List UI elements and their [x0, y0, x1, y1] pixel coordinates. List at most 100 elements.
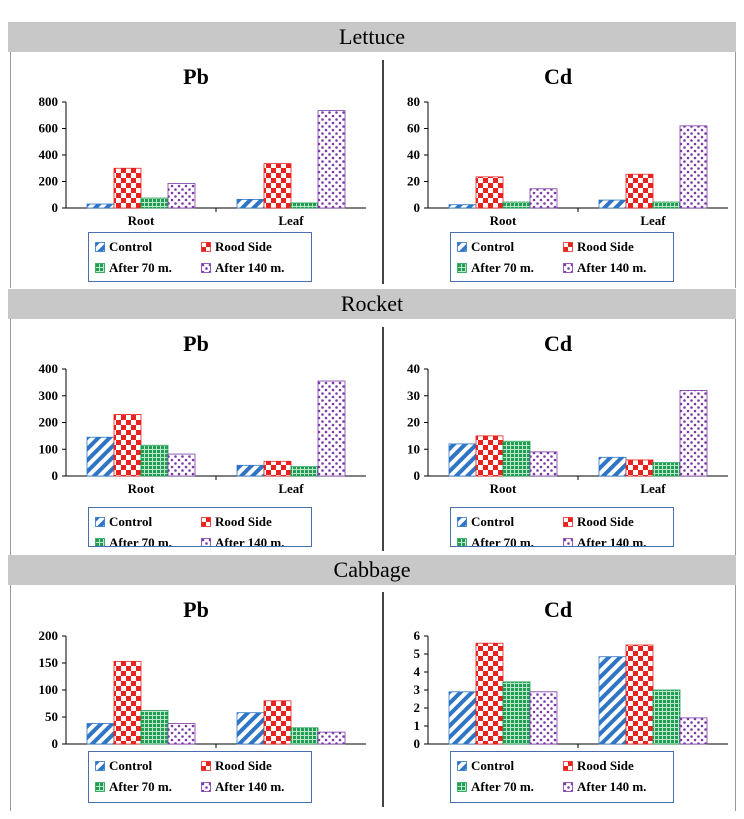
legend-swatch-control: [457, 242, 467, 252]
legend-swatch-after-140m: [563, 782, 573, 792]
y-tick-label: 40: [407, 147, 420, 162]
section-frame: [10, 319, 736, 555]
legend-label: Rood Side: [577, 514, 634, 529]
bar-after-140m-leaf: [679, 125, 708, 209]
y-tick-label: 400: [39, 361, 59, 376]
bar-road-side-leaf: [263, 460, 292, 477]
y-tick-label: 300: [39, 388, 59, 403]
chart-legend: Control Rood Side After 70 m. After 140 m.: [88, 232, 312, 282]
section-band-rocket: Rocket: [8, 289, 736, 319]
bar-after-140m-root: [167, 453, 196, 477]
section-frame: [10, 585, 736, 811]
panel-divider: [382, 60, 384, 284]
legend-label: Control: [109, 239, 153, 254]
bar-chart: 0 200 400 600 800 Root Leaf: [39, 94, 366, 228]
y-tick-label: 600: [39, 121, 59, 136]
chart-panel-rocket-pb: Pb 0 100 200 300 400 Root Leaf Control Rood Sid…: [16, 325, 376, 553]
y-tick-label: 150: [39, 655, 59, 670]
y-tick-label: 10: [407, 441, 420, 456]
legend-swatch-road-side: [563, 242, 573, 252]
legend-swatch-after-70m: [457, 538, 467, 546]
legend-item-after-70m: After 70 m.: [457, 779, 534, 795]
bar-after-140m-leaf: [679, 717, 708, 745]
legend-label: After 70 m.: [109, 779, 172, 794]
x-tick-label: Leaf: [278, 213, 304, 228]
legend-swatch-control: [95, 517, 105, 527]
legend-label: After 70 m.: [471, 779, 534, 794]
chart-title: Cd: [543, 64, 573, 89]
y-tick-label: 20: [407, 415, 420, 430]
legend-swatch-after-70m: [457, 782, 467, 792]
y-tick-label: 800: [39, 94, 59, 109]
bar-road-side-leaf: [263, 163, 292, 209]
bar-control-leaf: [598, 199, 627, 209]
chart-legend: Control Rood Side After 70 m. After 140 m.: [88, 507, 312, 547]
legend-swatch-road-side: [201, 517, 211, 527]
legend-label: After 140 m.: [215, 779, 285, 794]
legend-swatch-control: [457, 517, 467, 527]
legend-item-road-side: Rood Side: [201, 758, 272, 774]
y-tick-label: 2: [414, 700, 421, 715]
legend-label: Control: [471, 514, 515, 529]
bar-after-70m-leaf: [290, 202, 319, 209]
legend-item-control: Control: [95, 239, 152, 255]
y-tick-label: 100: [39, 441, 59, 456]
bar-road-side-root: [113, 660, 142, 745]
bar-chart: 0 100 200 300 400 Root Leaf: [39, 361, 366, 496]
legend-label: After 140 m.: [215, 260, 285, 275]
bar-after-140m-root: [529, 188, 558, 209]
legend-swatch-after-140m: [201, 263, 211, 273]
legend-item-after-140m: After 140 m.: [563, 260, 646, 276]
x-tick-label: Root: [128, 481, 155, 496]
bar-after-140m-root: [529, 691, 558, 745]
legend-swatch-after-70m: [95, 263, 105, 273]
y-tick-label: 0: [414, 468, 421, 483]
y-tick-label: 0: [52, 468, 59, 483]
legend-item-after-70m: After 70 m.: [95, 260, 172, 276]
bar-after-140m-leaf: [679, 390, 708, 477]
x-tick-label: Root: [490, 213, 517, 228]
legend-item-after-140m: After 140 m.: [563, 535, 646, 546]
y-tick-label: 5: [414, 646, 421, 661]
legend-swatch-after-140m: [201, 782, 211, 792]
y-tick-label: 80: [407, 94, 420, 109]
bar-after-140m-leaf: [317, 380, 346, 477]
y-tick-label: 200: [39, 628, 59, 643]
legend-label: Control: [471, 758, 515, 773]
y-tick-label: 60: [407, 121, 420, 136]
legend-item-control: Control: [95, 758, 152, 774]
legend-swatch-road-side: [201, 242, 211, 252]
legend-item-after-140m: After 140 m.: [201, 535, 284, 546]
panel-divider: [382, 592, 384, 807]
bar-road-side-leaf: [625, 173, 654, 209]
bar-after-70m-leaf: [652, 201, 681, 209]
bar-chart: 0123456RootLeaf: [414, 628, 728, 764]
bar-control-leaf: [598, 656, 627, 745]
legend-item-after-70m: After 70 m.: [95, 779, 172, 795]
legend-item-control: Control: [457, 239, 514, 255]
bar-after-70m-leaf: [652, 689, 681, 745]
y-tick-label: 0: [52, 736, 59, 751]
bar-after-70m-root: [502, 440, 531, 477]
legend-item-control: Control: [457, 514, 514, 530]
bar-after-70m-root: [502, 681, 531, 745]
legend-swatch-road-side: [563, 761, 573, 771]
legend-swatch-road-side: [563, 517, 573, 527]
x-tick-label: Root: [128, 213, 155, 228]
legend-swatch-road-side: [201, 761, 211, 771]
chart-title: Cd: [543, 331, 573, 356]
legend-item-after-70m: After 70 m.: [457, 260, 534, 276]
section-band-cabbage: Cabbage: [8, 555, 736, 585]
legend-label: After 140 m.: [577, 260, 647, 275]
chart-title: Pb: [183, 597, 209, 622]
legend-label: Control: [109, 514, 153, 529]
bar-road-side-root: [475, 176, 504, 209]
chart-legend: Control Rood Side After 70 m. After 140 m.: [450, 751, 674, 803]
y-tick-label: 100: [39, 682, 59, 697]
chart-panel-rocket-cd: Cd 0 10 20 30 40 Root Leaf Control Rood Side Aft…: [378, 325, 738, 553]
bar-after-70m-root: [140, 710, 169, 745]
x-tick-label: Root: [490, 481, 517, 496]
legend-label: Rood Side: [577, 758, 634, 773]
